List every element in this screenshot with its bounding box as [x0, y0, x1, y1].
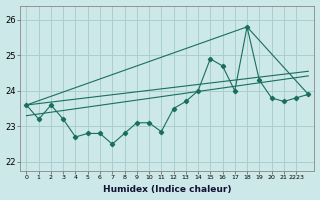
X-axis label: Humidex (Indice chaleur): Humidex (Indice chaleur) — [103, 185, 232, 194]
